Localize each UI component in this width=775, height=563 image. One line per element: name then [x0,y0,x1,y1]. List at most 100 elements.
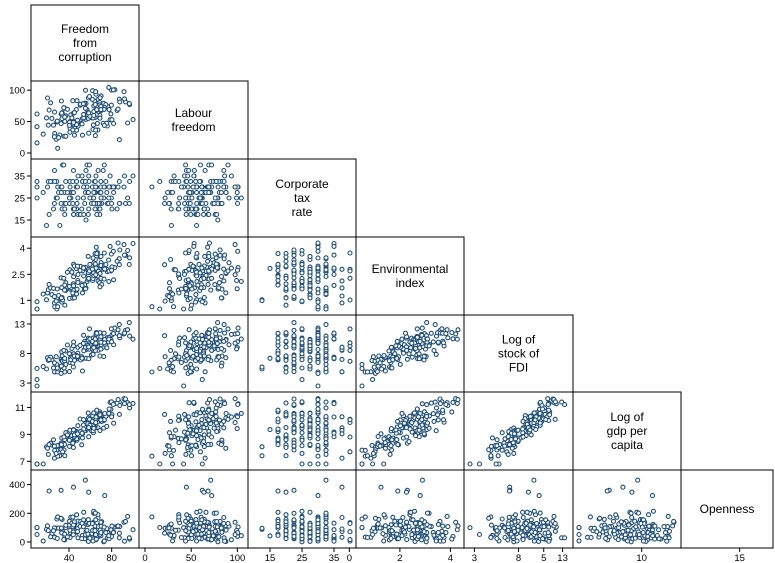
data-point [57,222,63,229]
data-point [55,145,61,151]
data-point [552,520,558,527]
data-point [315,436,321,442]
data-point [443,530,449,536]
data-point [430,411,436,417]
data-point [671,518,677,524]
data-point [50,122,57,128]
data-point [377,443,383,449]
data-point [315,442,321,448]
data-point [193,178,199,185]
data-point [195,355,201,361]
data-point [307,433,313,439]
data-point [177,275,183,282]
data-point [213,331,219,337]
data-point [377,360,383,366]
data-point [69,269,75,275]
data-point [443,331,449,337]
data-point [91,112,97,119]
data-point [291,247,297,253]
data-point [435,529,441,536]
data-point [195,211,201,218]
data-point [394,355,400,361]
data-point [299,450,305,456]
data-point [299,410,305,416]
data-point [58,121,64,127]
data-point [205,488,211,494]
data-point [102,266,108,272]
data-point [209,347,215,353]
data-point [206,524,212,530]
data-point [402,330,409,336]
data-point [455,327,461,333]
data-point [166,525,172,531]
data-point [201,211,207,218]
data-point [537,533,543,539]
data-point [214,524,220,530]
data-point [81,509,87,515]
data-point [101,250,107,256]
data-point [291,360,297,366]
data-point [62,302,68,308]
data-point [85,253,91,259]
y-tick-label: 25 [14,194,25,205]
data-point [71,211,77,218]
data-point [74,178,80,185]
x-tick-label: 0 [142,553,147,563]
data-point [445,524,451,530]
data-point [82,286,89,292]
data-point [176,290,182,296]
data-point [331,330,337,336]
data-point [93,532,99,538]
data-point [149,514,155,520]
data-point [393,427,399,433]
data-point [121,89,127,95]
data-point [217,396,223,402]
data-point [166,294,172,300]
data-point [364,369,371,375]
data-point [93,272,99,278]
data-point [562,402,568,408]
data-point [347,520,353,527]
data-point [424,535,430,541]
data-point [403,489,410,495]
data-point [299,336,305,342]
data-point [505,521,511,527]
data-point [213,413,219,420]
data-point [219,529,225,535]
data-point [450,336,456,342]
data-point [110,87,116,93]
data-point [214,429,220,435]
data-point [221,338,227,344]
data-point [98,529,104,536]
data-point [51,134,57,140]
data-point [291,487,297,493]
data-point [126,261,132,268]
data-point [193,292,199,298]
data-point [645,533,651,539]
data-point [176,271,182,277]
data-point [512,519,518,525]
data-point [213,510,219,516]
data-point [61,434,67,440]
data-point [86,425,92,431]
data-point [110,248,116,254]
data-point [307,461,313,467]
data-point [111,277,117,283]
data-point [514,538,520,544]
data-point [339,344,345,350]
data-point [48,534,54,540]
data-point [440,417,447,423]
data-point [50,206,57,212]
data-point [414,326,420,332]
data-point [232,396,238,402]
data-point [199,377,205,383]
data-point [395,488,401,494]
data-point [121,401,128,407]
data-point [59,184,65,190]
data-point [82,87,89,93]
data-point [116,333,122,339]
data-point [98,339,104,345]
data-point [187,200,193,207]
data-point [206,407,212,413]
data-point [199,332,205,338]
